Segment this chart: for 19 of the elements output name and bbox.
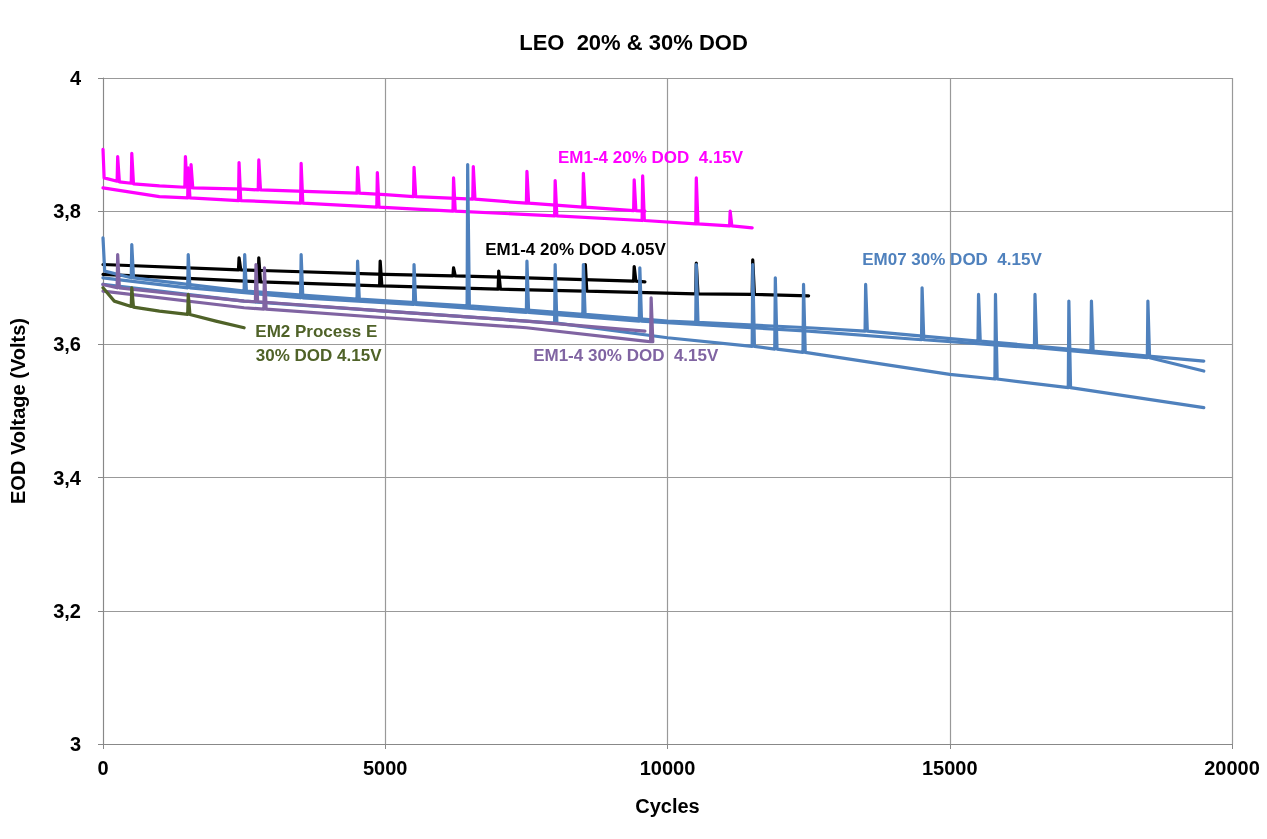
series-label: EM1-4 20% DOD 4.15V (557, 148, 744, 168)
x-tick-label: 0 (97, 757, 109, 779)
series-label: EM2 Process E 30% DOD 4.15V (255, 321, 383, 365)
series-label: EM1-4 20% DOD 4.05V (485, 240, 667, 260)
x-tick-label: 5000 (363, 757, 408, 779)
y-tick-label: 3 (69, 733, 81, 755)
y-tick-label: 3,6 (53, 333, 81, 356)
series-label: EM1-4 30% DOD 4.15V (533, 346, 719, 366)
x-tick-label: 20000 (1204, 757, 1260, 779)
x-tick-label: 15000 (921, 757, 978, 779)
chart-title: LEO 20% & 30% DOD (519, 29, 748, 55)
y-tick-label: 3,4 (53, 466, 82, 489)
y-tick-label: 4 (69, 67, 82, 89)
x-axis-title: Cycles (635, 795, 700, 817)
y-tick-label: 3,8 (53, 200, 81, 223)
y-axis-title: EOD Voltage (Volts) (7, 318, 29, 504)
x-tick-label: 10000 (639, 757, 696, 779)
series-label: EM07 30% DOD 4.15V (862, 250, 1043, 270)
y-tick-label: 3,2 (53, 599, 81, 622)
